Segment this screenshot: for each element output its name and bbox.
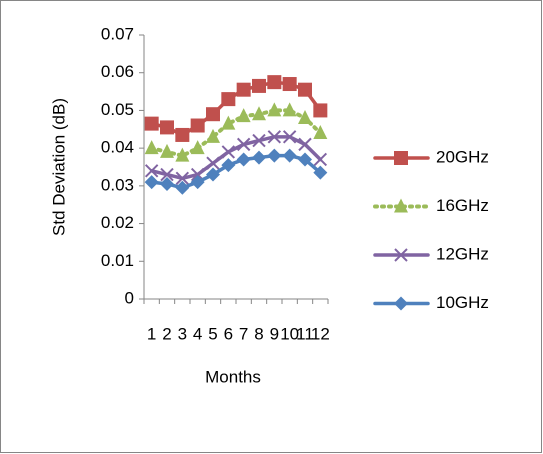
marker [175, 127, 190, 142]
marker [252, 106, 266, 121]
marker [206, 128, 220, 143]
marker [190, 118, 205, 133]
x-tick-label: 3 [178, 324, 187, 343]
legend-label: 20GHz [436, 147, 489, 166]
marker [267, 75, 282, 90]
marker [282, 102, 297, 117]
marker [175, 171, 190, 186]
y-tick-label: 0.06 [101, 62, 134, 81]
marker [313, 152, 328, 167]
x-tick-label: 6 [224, 324, 233, 343]
legend-marker [394, 198, 408, 213]
x-tick-label: 5 [208, 324, 217, 343]
marker [282, 130, 297, 144]
marker [236, 108, 251, 123]
marker [221, 145, 236, 159]
marker [160, 143, 174, 158]
marker [267, 148, 282, 163]
marker [206, 167, 220, 182]
marker [144, 116, 159, 131]
marker [175, 180, 190, 195]
marker [160, 167, 174, 182]
marker [236, 152, 251, 167]
y-tick-label: 0.03 [101, 175, 134, 194]
marker [298, 137, 312, 152]
y-tick-label: 0.07 [101, 24, 134, 43]
y-tick-label: 0.05 [101, 100, 134, 119]
marker [190, 140, 205, 155]
x-tick-label: 7 [239, 324, 248, 343]
marker [267, 102, 282, 117]
marker [144, 175, 159, 190]
marker [206, 156, 220, 170]
marker [298, 152, 312, 167]
y-tick-label: 0 [125, 288, 134, 307]
marker [144, 164, 159, 178]
marker [190, 175, 205, 190]
marker [160, 120, 174, 135]
y-tick-label: 0.02 [101, 213, 134, 232]
x-tick-label: 8 [254, 324, 263, 343]
marker [252, 150, 266, 165]
x-tick-label: 4 [193, 324, 202, 343]
marker [298, 82, 312, 97]
x-axis-label: Months [205, 367, 261, 386]
marker [252, 133, 266, 148]
legend-label: 12GHz [436, 244, 489, 263]
legend-label: 10GHz [436, 293, 489, 312]
marker [206, 107, 220, 122]
legend-marker [394, 248, 408, 262]
x-tick-label: 11 [296, 324, 314, 343]
marker [160, 176, 174, 191]
marker [282, 148, 297, 163]
legend-marker [394, 296, 408, 311]
x-tick-label: 1 [147, 324, 156, 343]
marker [236, 137, 251, 152]
marker [267, 130, 282, 144]
marker [221, 115, 236, 130]
marker [236, 82, 251, 97]
marker [282, 77, 297, 92]
x-tick-label: 9 [270, 324, 279, 343]
marker [221, 158, 236, 173]
x-tick-label: 2 [162, 324, 171, 343]
marker [313, 103, 328, 118]
y-tick-label: 0.04 [101, 138, 134, 157]
marker [252, 78, 266, 93]
marker [221, 92, 236, 107]
legend-marker [394, 151, 408, 165]
y-axis-label: Std Deviation (dB) [49, 98, 68, 236]
marker [175, 147, 190, 162]
x-tick-label: 12 [311, 324, 330, 343]
marker [144, 140, 159, 155]
x-tick-label: 10 [280, 324, 299, 343]
legend-label: 16GHz [436, 196, 489, 215]
y-tick-label: 0.01 [101, 251, 134, 270]
marker [298, 109, 312, 124]
marker [313, 165, 328, 180]
marker [313, 125, 328, 140]
